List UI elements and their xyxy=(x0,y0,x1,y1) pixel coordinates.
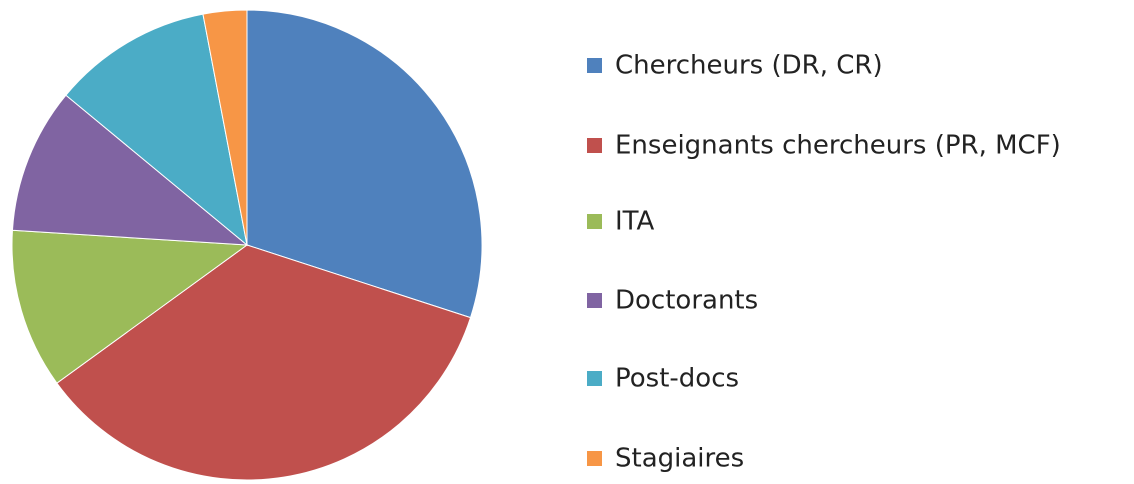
legend-label: Stagiaires xyxy=(615,444,744,474)
pie-slice xyxy=(202,9,248,246)
pie-slice xyxy=(11,94,249,246)
pie-slice xyxy=(65,13,248,247)
legend-label: Post-docs xyxy=(615,364,739,394)
legend-label: ITA xyxy=(615,207,655,237)
legend-label: Enseignants chercheurs (PR, MCF) xyxy=(615,131,1061,161)
pie-slice xyxy=(56,244,472,481)
pie-slice xyxy=(246,9,483,319)
legend-swatch xyxy=(587,138,602,153)
legend-swatch xyxy=(587,451,602,466)
legend-swatch xyxy=(587,214,602,229)
legend-label: Doctorants xyxy=(615,286,758,316)
legend-swatch xyxy=(587,58,602,73)
legend-swatch xyxy=(587,293,602,308)
pie-slice xyxy=(11,229,249,384)
legend-label: Chercheurs (DR, CR) xyxy=(615,51,883,81)
legend-swatch xyxy=(587,371,602,386)
